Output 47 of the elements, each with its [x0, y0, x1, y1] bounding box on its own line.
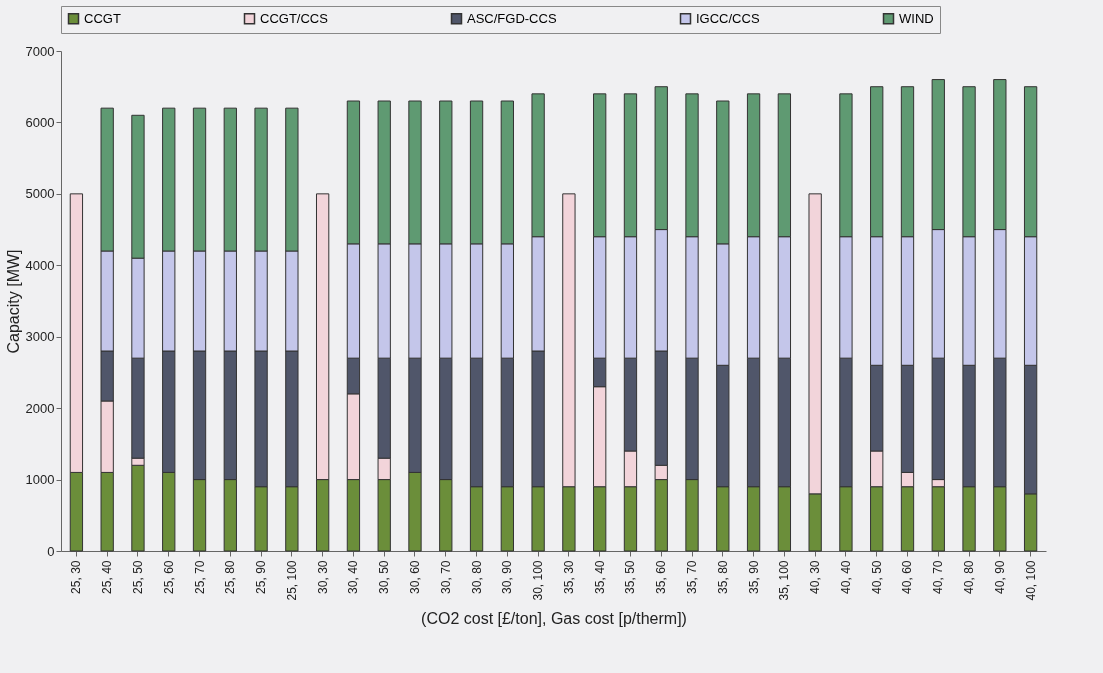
- x-tick-label: 30, 40: [346, 560, 361, 594]
- x-tick-label: 35, 80: [715, 560, 730, 594]
- y-tick-label: 7000: [25, 43, 55, 59]
- x-tick-label: 35, 50: [623, 560, 638, 594]
- y-tick-label: 3000: [25, 329, 55, 345]
- x-tick-label: 35, 60: [654, 560, 669, 594]
- x-tick-label: 25, 50: [130, 560, 145, 594]
- x-tick-label: 40, 50: [869, 560, 884, 594]
- x-tick-label: 35, 40: [592, 560, 607, 594]
- x-tick-label: 25, 100: [284, 560, 299, 601]
- x-tick-label: 25, 80: [223, 560, 238, 594]
- y-tick-label: 2000: [25, 400, 55, 416]
- y-tick-label: 5000: [25, 186, 55, 202]
- x-tick-label: 25, 70: [192, 560, 207, 594]
- x-tick-label: 30, 50: [377, 560, 392, 594]
- y-axis-title: Capacity [MW]: [4, 249, 22, 354]
- x-tick-label: 25, 90: [254, 560, 269, 594]
- legend-label: WIND: [899, 10, 934, 26]
- x-tick-label: 35, 30: [561, 560, 576, 594]
- legend-label: CCGT: [84, 10, 121, 26]
- x-tick-label: 40, 90: [992, 560, 1007, 594]
- x-tick-label: 30, 100: [531, 560, 546, 601]
- x-tick-label: 35, 70: [685, 560, 700, 594]
- x-tick-label: 25, 30: [69, 560, 84, 594]
- x-tick-label: 30, 90: [500, 560, 515, 594]
- x-tick-label: 40, 100: [1023, 560, 1038, 601]
- y-tick-label: 6000: [25, 114, 55, 130]
- y-tick-label: 0: [47, 543, 55, 559]
- x-tick-label: 40, 70: [931, 560, 946, 594]
- x-tick-label: 30, 60: [407, 560, 422, 594]
- x-tick-label: 40, 80: [962, 560, 977, 594]
- x-tick-label: 30, 30: [315, 560, 330, 594]
- x-tick-label: 35, 100: [777, 560, 792, 601]
- x-tick-label: 25, 40: [100, 560, 115, 594]
- legend-label: IGCC/CCS: [696, 10, 760, 26]
- y-tick-label: 4000: [25, 257, 55, 273]
- x-tick-label: 40, 30: [808, 560, 823, 594]
- legend-label: ASC/FGD-CCS: [467, 10, 557, 26]
- x-axis-title: (CO2 cost [£/ton], Gas cost [p/therm]): [421, 609, 687, 627]
- x-tick-label: 30, 80: [469, 560, 484, 594]
- legend-label: CCGT/CCS: [260, 10, 329, 26]
- x-tick-label: 40, 40: [838, 560, 853, 594]
- x-tick-label: 30, 70: [438, 560, 453, 594]
- x-tick-label: 40, 60: [900, 560, 915, 594]
- x-tick-label: 35, 90: [746, 560, 761, 594]
- y-tick-label: 1000: [25, 472, 55, 488]
- x-tick-label: 25, 60: [161, 560, 176, 594]
